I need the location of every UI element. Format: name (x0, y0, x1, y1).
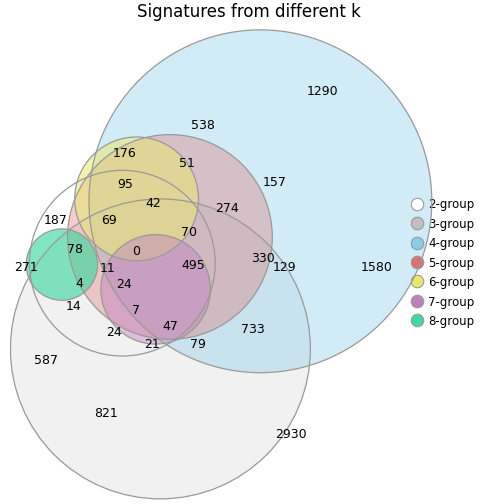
Text: 14: 14 (66, 300, 82, 313)
Text: 47: 47 (162, 320, 178, 333)
Text: 2930: 2930 (276, 428, 307, 441)
Legend: 2-group, 3-group, 4-group, 5-group, 6-group, 7-group, 8-group: 2-group, 3-group, 4-group, 5-group, 6-gr… (407, 194, 479, 333)
Text: 78: 78 (67, 243, 83, 257)
Circle shape (75, 137, 199, 261)
Text: 495: 495 (182, 259, 206, 272)
Text: 1580: 1580 (361, 262, 393, 274)
Text: 42: 42 (145, 197, 161, 210)
Circle shape (89, 30, 432, 372)
Text: 4: 4 (76, 277, 84, 290)
Circle shape (11, 199, 310, 499)
Text: 733: 733 (241, 324, 265, 336)
Circle shape (101, 234, 210, 344)
Circle shape (26, 229, 98, 300)
Text: 69: 69 (102, 214, 117, 227)
Text: 330: 330 (251, 252, 275, 265)
Text: 274: 274 (215, 202, 239, 215)
Circle shape (29, 170, 215, 356)
Text: 129: 129 (272, 262, 296, 274)
Circle shape (68, 135, 272, 339)
Text: 157: 157 (263, 176, 287, 188)
Text: 821: 821 (94, 407, 117, 420)
Text: 95: 95 (117, 178, 133, 191)
Text: 51: 51 (178, 157, 195, 170)
Text: 271: 271 (14, 262, 38, 274)
Text: 587: 587 (34, 354, 58, 367)
Text: 176: 176 (113, 147, 137, 160)
Text: 1290: 1290 (306, 85, 338, 98)
Text: 24: 24 (116, 278, 132, 291)
Text: 0: 0 (132, 245, 140, 258)
Title: Signatures from different k: Signatures from different k (137, 3, 360, 21)
Text: 11: 11 (100, 263, 116, 275)
Text: 538: 538 (192, 118, 215, 132)
Text: 79: 79 (190, 338, 206, 351)
Text: 7: 7 (132, 304, 140, 318)
Text: 70: 70 (181, 226, 197, 239)
Text: 187: 187 (44, 214, 68, 227)
Text: 21: 21 (145, 338, 160, 351)
Text: 24: 24 (106, 326, 122, 339)
